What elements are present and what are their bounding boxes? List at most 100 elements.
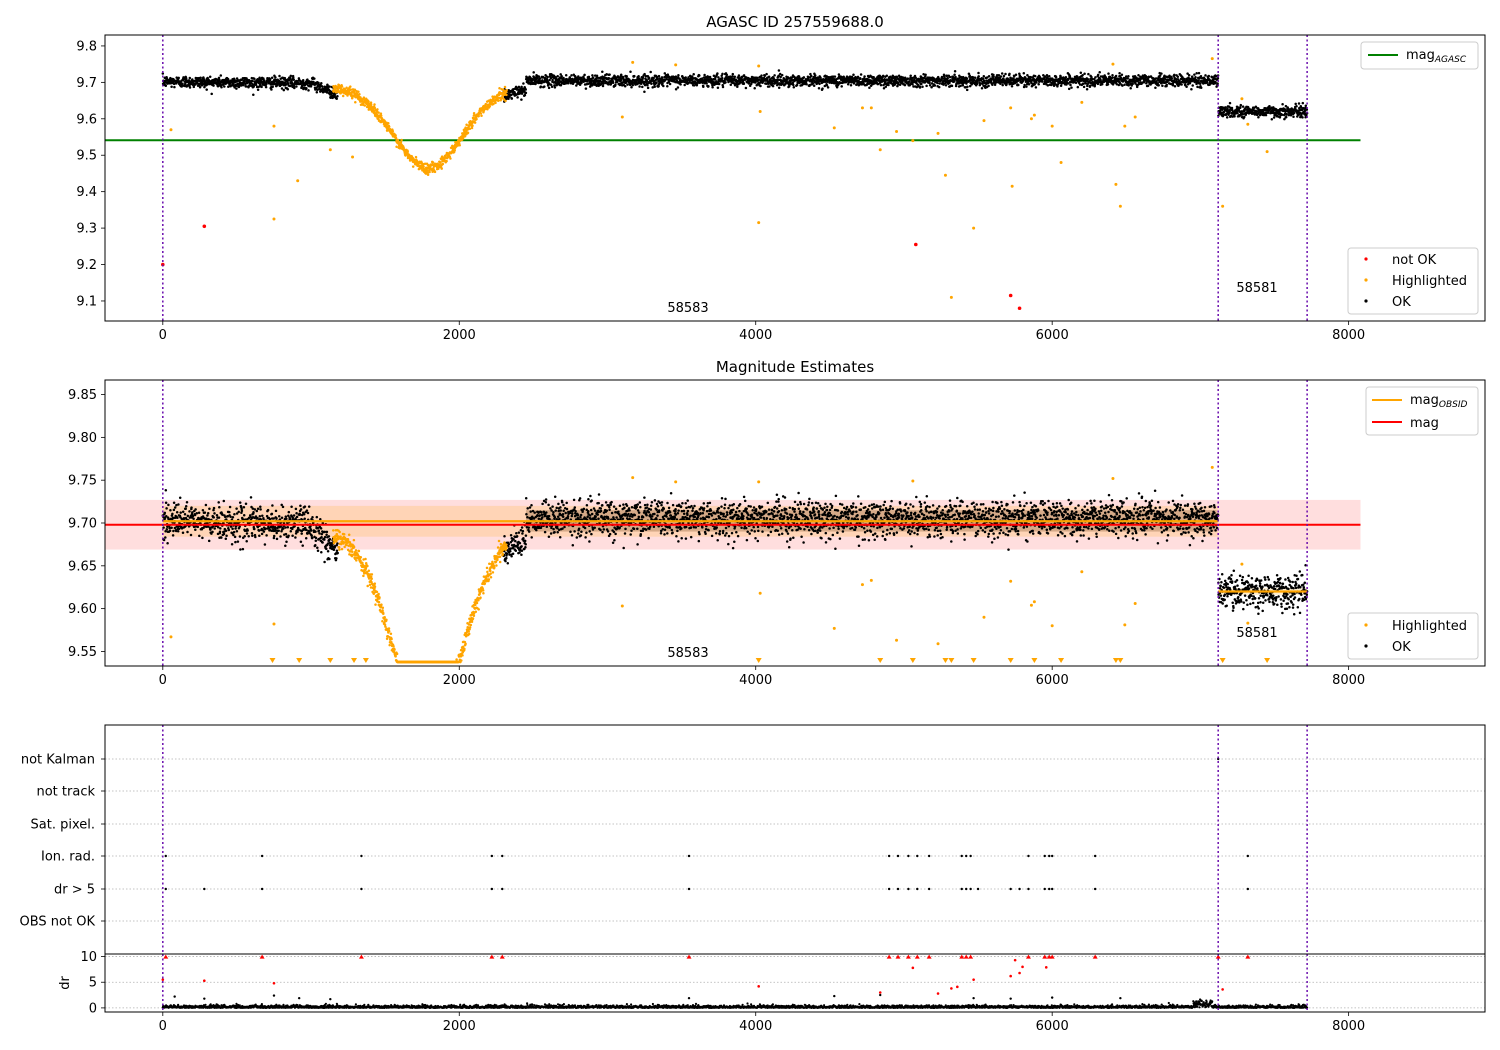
agasc-ok-point xyxy=(254,83,258,86)
agasc-ok-point xyxy=(283,81,287,84)
magnitude-ok-point xyxy=(181,510,185,514)
agasc-ok-point xyxy=(1165,83,1168,87)
agasc-ok-point xyxy=(538,77,542,80)
magnitude-ok-point xyxy=(169,509,172,512)
agasc-highlighted-point xyxy=(441,162,445,166)
agasc-ok-point xyxy=(937,85,941,89)
magnitude-ok-point xyxy=(225,534,228,538)
magnitude-ok-point xyxy=(222,532,226,536)
agasc-highlighted-point xyxy=(503,85,507,89)
agasc-ok-point xyxy=(1094,76,1097,79)
agasc-ok-point xyxy=(270,88,273,91)
agasc-highlighted-point xyxy=(494,101,497,105)
agasc-ok-point xyxy=(948,75,952,79)
agasc-ok-point xyxy=(643,90,646,94)
agasc-highlighted-point xyxy=(369,103,373,106)
agasc-panel-title: AGASC ID 257559688.0 xyxy=(706,13,884,31)
agasc-ok-point xyxy=(744,86,748,90)
agasc-ok-point xyxy=(805,82,808,86)
agasc-ok-point xyxy=(320,85,324,88)
magnitude-ok-point xyxy=(164,501,168,504)
agasc-ok-point xyxy=(556,74,559,78)
agasc-ok-point xyxy=(1022,71,1026,75)
agasc-highlighted-point xyxy=(757,221,761,225)
agasc-ok-point xyxy=(679,83,682,86)
agasc-ok-point xyxy=(546,75,549,79)
agasc-ok-point xyxy=(248,84,252,88)
agasc-ok-point xyxy=(1127,74,1130,78)
magnitude-ok-point xyxy=(228,505,232,509)
agasc-ok-point xyxy=(928,81,931,85)
magnitude-ok-point xyxy=(218,530,222,534)
agasc-ok-point xyxy=(1082,85,1086,89)
agasc-ok-point xyxy=(629,70,632,74)
magnitude-ok-point xyxy=(212,516,215,519)
agasc-ok-point xyxy=(1048,74,1051,78)
magnitude-ok-point xyxy=(185,501,189,504)
agasc-ok-point xyxy=(705,82,708,85)
agasc-ok-point xyxy=(1239,106,1242,109)
agasc-ok-point xyxy=(792,85,796,89)
agasc-ok-point xyxy=(1301,101,1305,105)
agasc-ok-point xyxy=(760,74,763,77)
magnitude-ok-point xyxy=(172,501,176,504)
agasc-ok-point xyxy=(199,76,202,80)
agasc-highlighted-point xyxy=(488,104,492,108)
x-tick-label: 0 xyxy=(159,328,167,343)
agasc-legend-notok-label: not OK xyxy=(1392,253,1437,268)
agasc-ok-point xyxy=(1096,73,1100,77)
agasc-highlighted-point xyxy=(349,85,352,88)
agasc-ok-point xyxy=(649,70,652,74)
magnitude-ok-point xyxy=(190,506,193,509)
agasc-ok-point xyxy=(1129,87,1132,90)
y-tick-label: 9.4 xyxy=(76,185,97,200)
agasc-ok-point xyxy=(1292,111,1296,115)
agasc-ok-point xyxy=(1126,77,1129,80)
magnitude-ok-point xyxy=(164,489,168,492)
agasc-ok-point xyxy=(523,93,527,97)
agasc-ok-point xyxy=(724,81,727,84)
agasc-ok-point xyxy=(992,75,995,78)
agasc-highlighted-point xyxy=(1210,57,1214,61)
agasc-ok-point xyxy=(206,83,209,86)
agasc-ok-point xyxy=(547,86,551,90)
agasc-ok-point xyxy=(1118,72,1121,75)
agasc-ok-point xyxy=(313,77,316,80)
agasc-ok-point xyxy=(277,79,281,83)
agasc-ok-point xyxy=(623,84,627,88)
agasc-highlighted-point xyxy=(471,124,474,128)
y-tick-label: 9.2 xyxy=(76,258,97,273)
agasc-highlighted-point xyxy=(387,125,391,128)
agasc-ok-point xyxy=(268,77,272,81)
agasc-ok-point xyxy=(219,74,223,77)
agasc-ok-point xyxy=(251,79,254,83)
agasc-ok-point xyxy=(591,74,594,77)
agasc-ok-point xyxy=(921,85,924,88)
agasc-ok-point xyxy=(223,85,226,88)
magnitude-ok-point xyxy=(184,505,188,508)
agasc-ok-point xyxy=(1076,85,1080,89)
agasc-ok-point xyxy=(1004,72,1007,76)
magnitude-ok-point xyxy=(216,525,220,529)
agasc-ok-point xyxy=(252,93,255,96)
magnitude-ok-point xyxy=(206,511,210,515)
agasc-ok-point xyxy=(188,86,192,89)
agasc-ok-point xyxy=(1017,83,1020,87)
agasc-ok-point xyxy=(550,85,554,88)
agasc-ok-point xyxy=(243,80,246,83)
agasc-ok-point xyxy=(1216,82,1219,85)
agasc-ok-point xyxy=(721,85,725,89)
agasc-ok-point xyxy=(234,84,238,88)
agasc-ok-point xyxy=(657,74,661,78)
agasc-ok-point xyxy=(1284,115,1288,119)
agasc-ok-point xyxy=(177,76,180,80)
agasc-ok-point xyxy=(1285,112,1288,116)
x-tick-label: 2000 xyxy=(443,328,476,343)
y-tick-label: 9.1 xyxy=(76,294,97,309)
agasc-ok-point xyxy=(936,81,939,85)
agasc-ok-point xyxy=(1154,86,1157,89)
agasc-highlighted-point xyxy=(982,119,986,123)
magnitude-ok-point xyxy=(167,503,170,507)
agasc-highlighted-point xyxy=(473,121,477,124)
agasc-ok-point xyxy=(262,77,265,80)
